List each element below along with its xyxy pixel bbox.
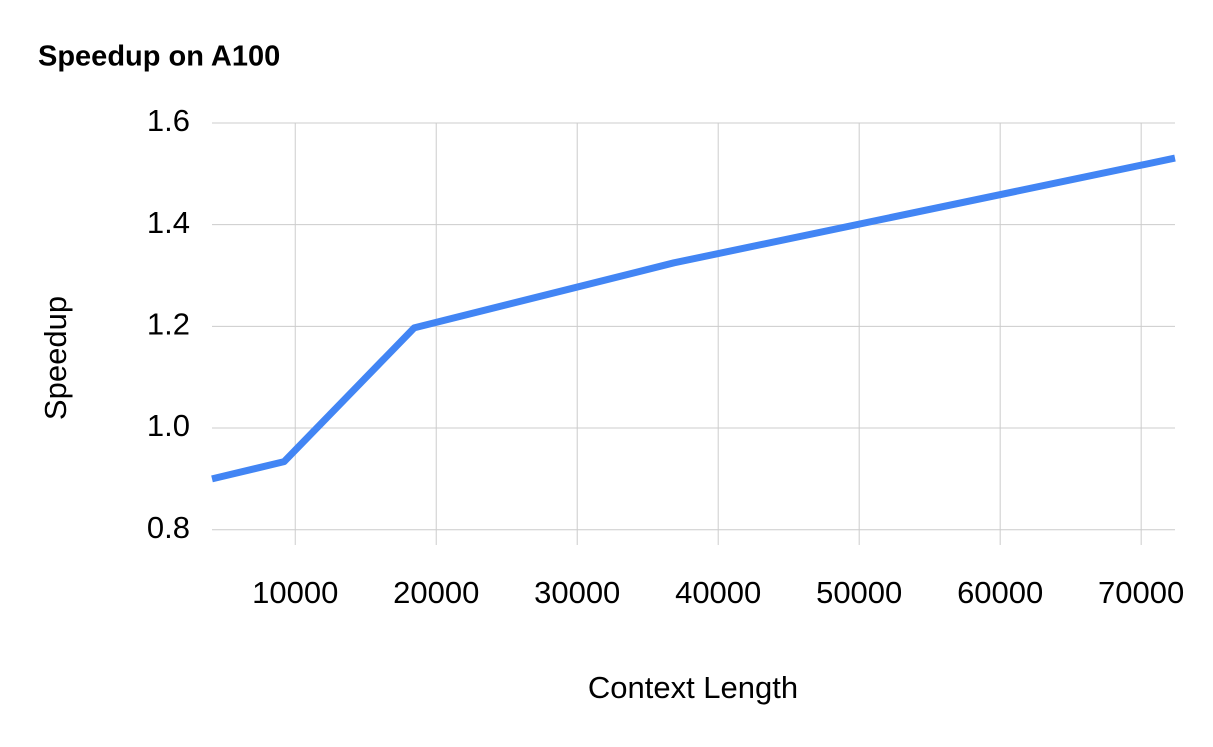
x-axis-label: Context Length <box>588 670 798 705</box>
x-tick-label: 10000 <box>252 575 338 610</box>
x-tick-label: 60000 <box>957 575 1043 610</box>
y-tick-label: 1.0 <box>147 408 190 443</box>
y-axis-label: Speedup <box>38 296 73 420</box>
y-tick-label: 0.8 <box>147 510 190 545</box>
x-tick-label: 30000 <box>534 575 620 610</box>
x-tick-label: 70000 <box>1098 575 1184 610</box>
y-tick-label: 1.6 <box>147 103 190 138</box>
y-tick-label: 1.4 <box>147 205 190 240</box>
y-tick-label: 1.2 <box>147 307 190 342</box>
data-line <box>211 154 1176 483</box>
x-tick-label: 20000 <box>393 575 479 610</box>
x-tick-label: 40000 <box>675 575 761 610</box>
x-tick-label: 50000 <box>816 575 902 610</box>
chart-title: Speedup on A100 <box>38 41 280 73</box>
